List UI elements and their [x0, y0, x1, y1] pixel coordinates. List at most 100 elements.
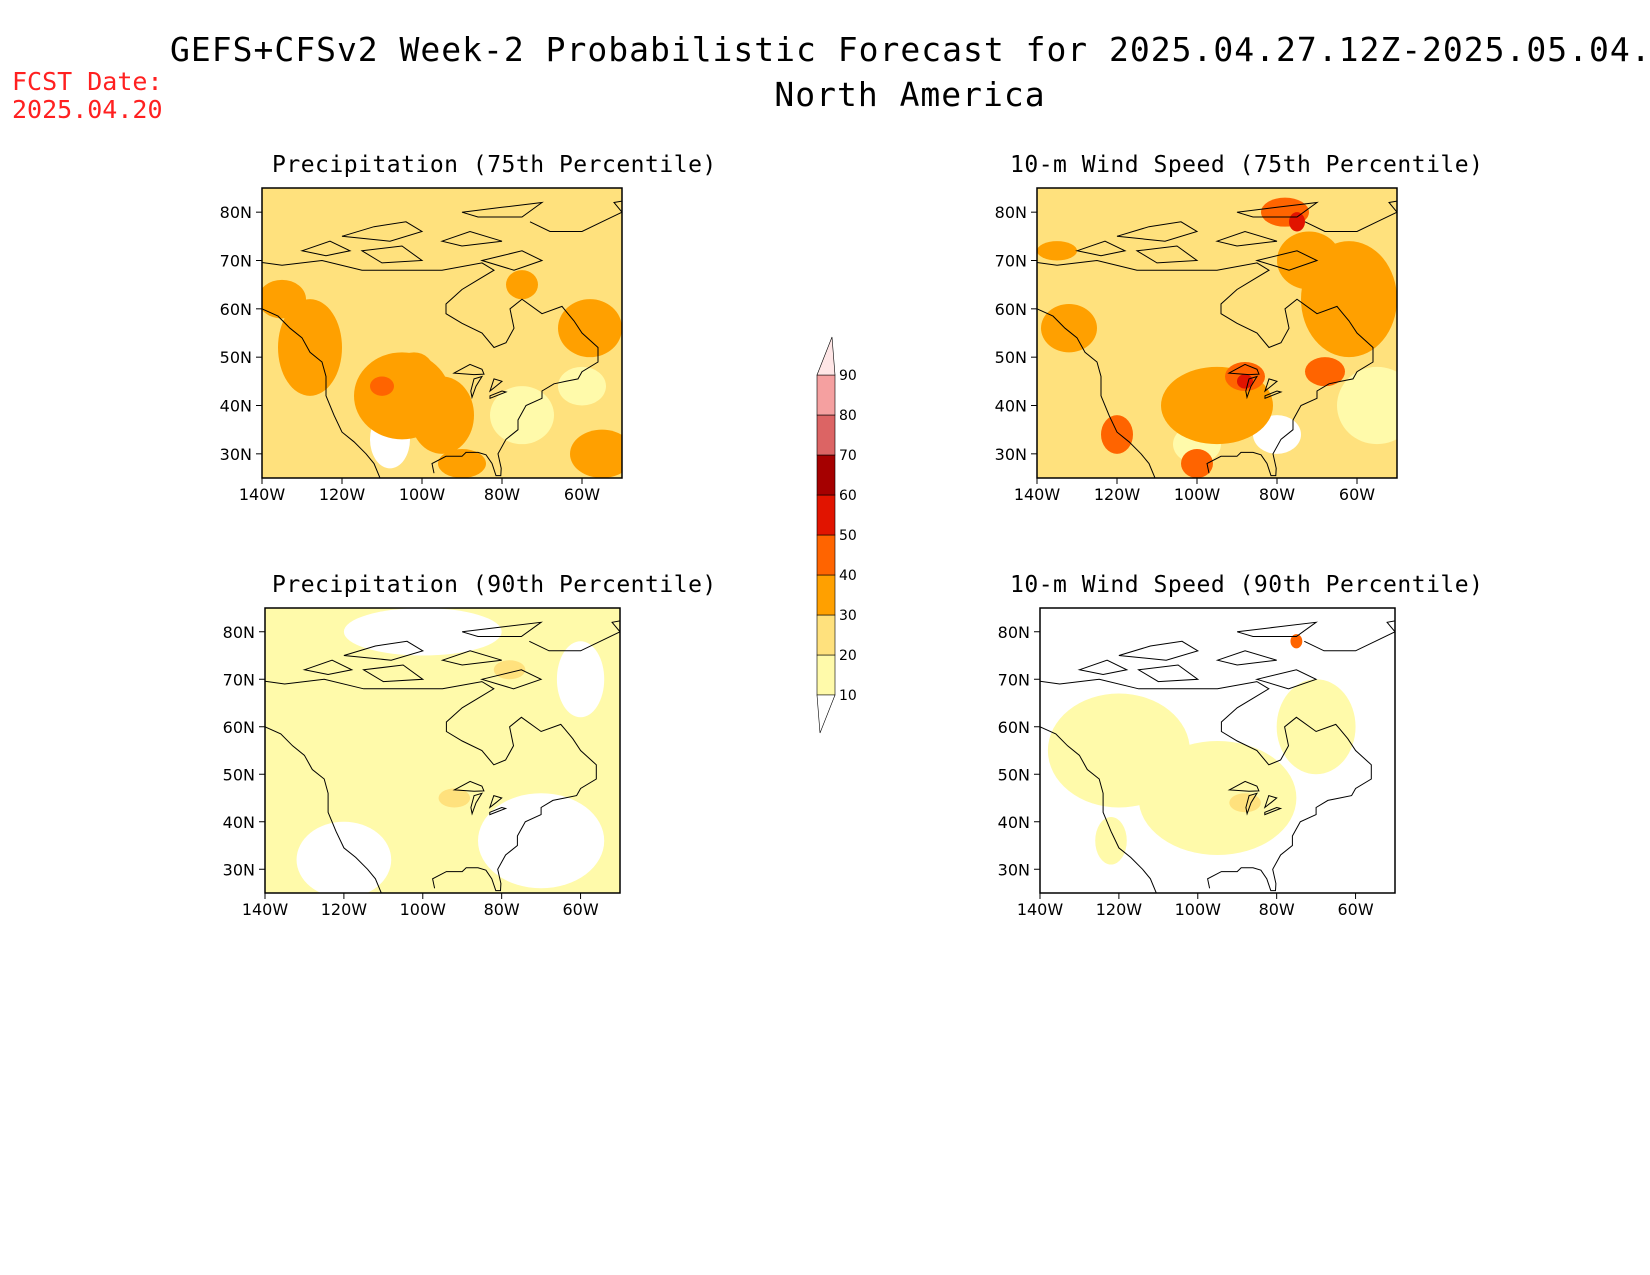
coastline [1040, 726, 1157, 893]
lat-tick-label: 30N [223, 860, 255, 879]
coastline [343, 640, 425, 661]
coastline [1227, 363, 1260, 376]
probability-contour [438, 788, 471, 808]
map-frame [1036, 187, 1398, 479]
coastline [362, 664, 425, 683]
probability-contour [506, 270, 538, 300]
map-frame [264, 607, 621, 894]
map-panel-precip75: 140W 120W 100W 80W 60W 80N 70N 60N 50N 40N 30N [210, 180, 632, 508]
coastline [265, 726, 382, 893]
map-svg: 140W 120W 100W 80W 60W 80N 70N 60N 50N 40N 30N [998, 607, 1396, 919]
coastline [470, 792, 484, 816]
lat-tick-label: 30N [995, 445, 1027, 464]
lat-tick-label: 50N [220, 348, 252, 367]
lon-tick-label: 140W [242, 900, 289, 919]
lat-tick-label: 70N [223, 670, 255, 689]
figure-subtitle: North America [774, 75, 1046, 114]
colorbar-svg: 10 20 30 40 50 60 70 80 90 [816, 336, 857, 734]
probability-contour [1037, 241, 1077, 261]
lat-tick-label: 80N [995, 203, 1027, 222]
colorbar-segment [816, 414, 836, 456]
coastline [1037, 259, 1374, 477]
coastline [360, 245, 424, 264]
coastline [1118, 640, 1200, 661]
probability-contour [556, 641, 605, 718]
probability-contour [1337, 366, 1397, 445]
map-svg: 140W 120W 100W 80W 60W 80N 70N 60N 50N 40N 30N [220, 187, 623, 504]
colorbar-segment [816, 654, 836, 696]
colorbar-label: 30 [839, 608, 857, 624]
coastline [529, 192, 622, 232]
figure-title: GEFS+CFSv2 Week-2 Probabilistic Forecast… [170, 30, 1650, 69]
probability-contour [438, 449, 486, 478]
coastline [440, 650, 502, 666]
colorbar-segment [816, 494, 836, 536]
coastline [1137, 664, 1200, 683]
lon-tick-label: 140W [1017, 900, 1064, 919]
coastline [1264, 390, 1283, 400]
colorbar-label: 70 [839, 448, 857, 464]
coastline [462, 621, 543, 637]
probability-contour [1276, 679, 1356, 775]
coastline [1263, 378, 1279, 393]
lat-tick-label: 40N [998, 813, 1030, 832]
colorbar-cap-bottom [816, 694, 836, 734]
fcst-date-value: 2025.04.20 [12, 95, 163, 124]
probability-contour [490, 386, 554, 445]
colorbar-label: 50 [839, 528, 857, 544]
coastline [262, 259, 599, 477]
probability-contour [1101, 415, 1133, 454]
lon-tick-label: 80W [484, 900, 520, 919]
colorbar-label: 10 [839, 688, 857, 704]
coastline [1215, 230, 1278, 247]
probability-contour [558, 299, 622, 358]
coastline [1245, 792, 1259, 816]
coastline [300, 240, 352, 257]
lon-tick-label: 80W [1259, 485, 1295, 504]
lat-tick-label: 80N [223, 623, 255, 642]
lon-tick-label: 120W [1096, 900, 1143, 919]
coastline [452, 363, 485, 376]
coastline [1245, 375, 1259, 400]
colorbar-segment [816, 534, 836, 576]
lon-tick-label: 60W [1339, 485, 1375, 504]
coastline [440, 230, 503, 247]
colorbar-label: 90 [839, 368, 857, 384]
panel-title-precip90: Precipitation (90th Percentile) [272, 572, 717, 598]
probability-contour [1277, 231, 1341, 290]
colorbar-label: 80 [839, 408, 857, 424]
probability-contour [1138, 741, 1297, 855]
probability-contour [343, 608, 502, 656]
coastline [302, 659, 354, 676]
colorbar-label: 40 [839, 568, 857, 584]
coastline [488, 794, 503, 809]
lat-tick-label: 30N [220, 445, 252, 464]
probability-contour [370, 376, 394, 396]
probability-contour [1289, 212, 1305, 232]
colorbar-cap-top [816, 336, 836, 376]
coastline [265, 678, 597, 892]
colorbar-segment [816, 454, 836, 496]
colorbar-label: 60 [839, 488, 857, 504]
lat-tick-label: 70N [998, 670, 1030, 689]
lon-tick-label: 100W [400, 900, 447, 919]
coastline [1254, 669, 1318, 690]
coastline [1237, 621, 1318, 637]
panel-title-wind90: 10-m Wind Speed (90th Percentile) [1010, 572, 1484, 598]
lat-tick-label: 70N [220, 252, 252, 271]
lat-tick-label: 40N [220, 397, 252, 416]
coastline [1255, 250, 1319, 271]
coastline [489, 806, 508, 816]
coastline [1304, 612, 1395, 652]
lat-tick-label: 80N [220, 203, 252, 222]
coastline [1075, 240, 1127, 257]
coastline [1236, 201, 1319, 218]
coastline [488, 378, 504, 393]
lon-tick-label: 120W [321, 900, 368, 919]
lon-tick-label: 120W [1094, 485, 1141, 504]
lon-tick-label: 140W [1014, 485, 1061, 504]
coastline [1116, 221, 1199, 242]
lat-tick-label: 40N [223, 813, 255, 832]
lat-tick-label: 50N [995, 348, 1027, 367]
lon-tick-label: 100W [1174, 485, 1221, 504]
